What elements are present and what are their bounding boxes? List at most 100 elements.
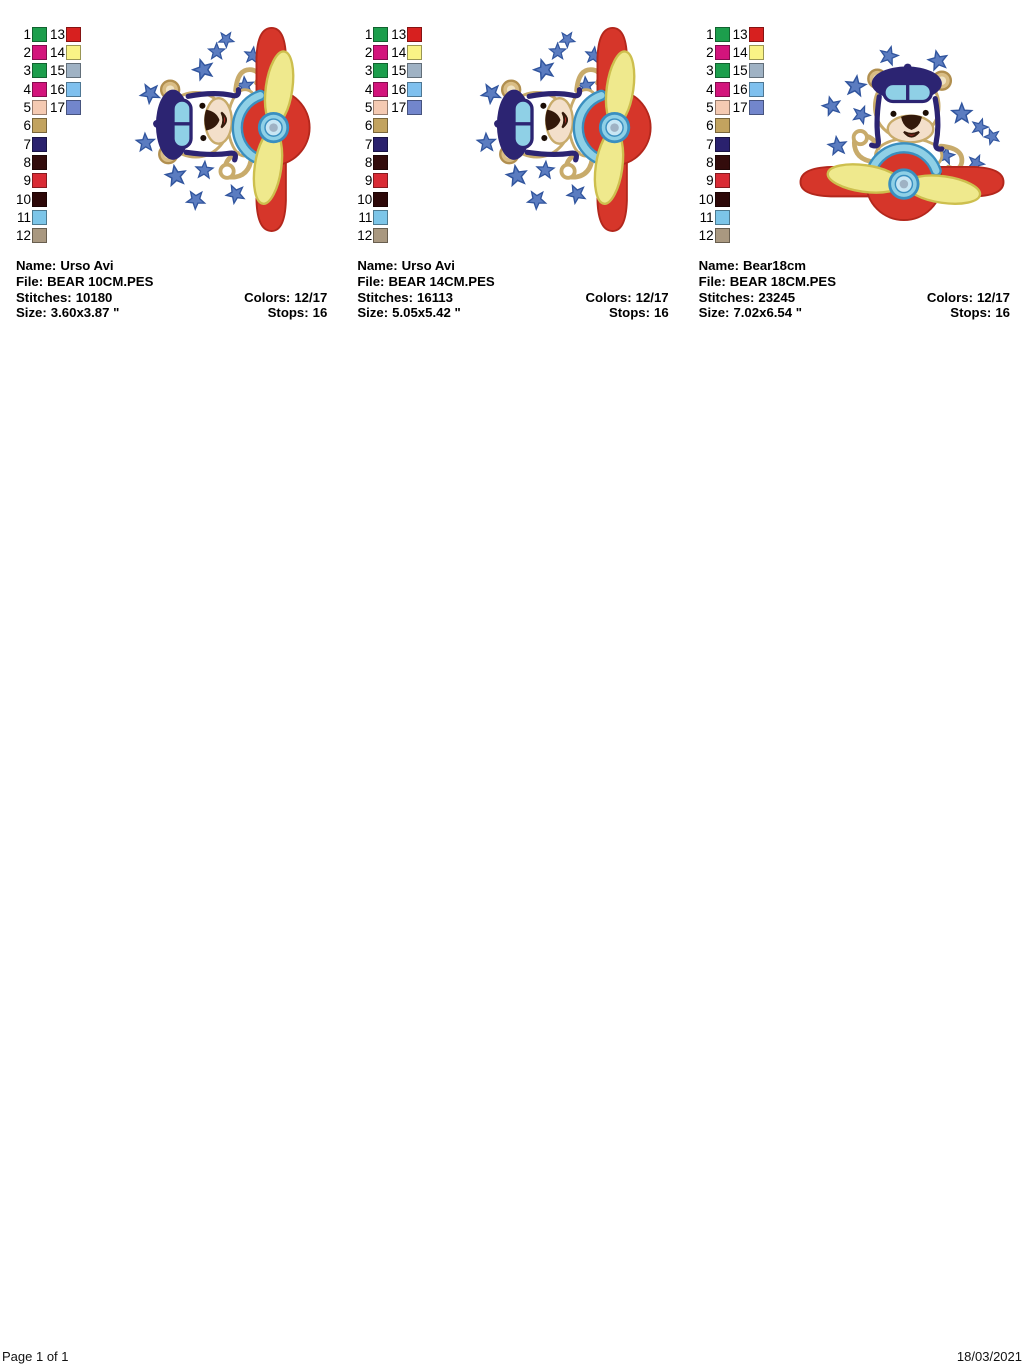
thread-number: 15 [732,63,748,79]
size-stops-line: Size: 7.02x6.54 " Stops: 16 [699,305,1010,321]
palette-entry: 11 [354,208,389,226]
palette-entry: 5 [696,98,730,116]
thread-color-swatch [373,26,389,42]
thread-color-swatch [373,81,389,97]
design-size: 5.05x5.42 " [392,305,461,321]
thread-color-swatch [714,118,730,134]
thread-number: 14 [49,45,65,61]
palette-entry: 8 [13,153,47,171]
thread-color-swatch [373,63,389,79]
thread-number: 13 [49,26,65,42]
palette-entry: 16 [388,80,423,98]
thread-number: 15 [49,63,65,79]
thread-number: 12 [698,228,714,244]
palette-entry: 3 [354,62,389,80]
colors-label: Colors: [926,289,973,305]
thread-color-swatch [32,26,47,42]
palette-entry: 4 [696,80,730,98]
thread-color-swatch [32,191,47,207]
thread-number: 1 [706,26,714,42]
thread-number: 13 [732,26,748,42]
thread-number: 10 [698,191,714,207]
palette-entry: 3 [13,62,47,80]
thread-number: 14 [391,45,407,61]
palette-entry: 7 [696,135,730,153]
size-label: Size: [698,305,730,321]
thread-color-swatch [66,45,81,61]
embroidery-design-rotated [449,22,671,237]
thread-number: 5 [23,100,31,116]
thread-color-swatch [32,81,47,97]
thread-color-swatch [32,228,47,244]
thread-color-swatch [373,136,389,152]
thread-number: 13 [391,26,407,42]
thread-number: 11 [358,210,373,226]
page-footer: Page 1 of 1 18/03/2021 [2,1349,1022,1364]
design-file: BEAR 10CM.PES [47,273,154,289]
thread-number: 17 [49,100,65,116]
design-info: Name: Bear18cm File: BEAR 18CM.PES Stitche… [699,258,1010,321]
palette-entry: 6 [13,117,47,135]
thread-color-swatch [407,81,423,97]
thread-number: 2 [23,45,31,61]
thread-number: 16 [49,81,65,97]
palette-entry: 9 [13,172,47,190]
design-size: 7.02x6.54 " [733,305,803,321]
thread-number: 10 [357,191,373,207]
design-file-line: File: BEAR 10CM.PES [16,274,327,290]
thread-number: 7 [706,136,714,152]
thread-number: 16 [732,81,748,97]
stitches-label: Stitches: [357,289,414,305]
thread-number: 17 [391,100,407,116]
palette-entry: 14 [730,43,764,61]
palette-entry: 17 [388,98,423,116]
thread-color-swatch [32,136,47,152]
thread-number: 8 [364,155,373,171]
stops-label: Stops: [608,305,650,321]
thread-number: 8 [23,155,31,171]
palette-entry: 3 [696,62,730,80]
palette-entry: 2 [13,43,47,61]
thread-color-swatch [32,100,47,116]
palette-entry: 9 [696,172,730,190]
file-label: File: [357,273,385,289]
color-palette: 1 2 3 4 5 6 7 8 9 10 11 12 13 14 15 16 17 [13,25,81,245]
thread-color-swatch [714,81,730,97]
thread-color-swatch [748,100,764,116]
thread-color-swatch [407,45,423,61]
stops-label: Stops: [950,305,992,321]
colors-count: 12/17 [635,289,669,305]
thread-number: 9 [364,173,373,189]
size-label: Size: [16,305,47,321]
design-file: BEAR 14CM.PES [388,273,495,289]
file-label: File: [16,273,44,289]
design-file-line: File: BEAR 18CM.PES [699,274,1010,290]
stitch-count: 16113 [417,289,453,305]
thread-color-swatch [66,26,81,42]
palette-entry: 8 [354,153,389,171]
thread-color-swatch [714,191,730,207]
thread-number: 2 [706,45,714,61]
palette-entry: 13 [730,25,764,43]
palette-entry: 14 [47,43,81,61]
design-name-line: Name: Bear18cm [699,258,1010,274]
design-name: Urso Avi [60,258,114,273]
thread-number: 2 [364,45,373,61]
thread-color-swatch [373,155,389,171]
design-name-line: Name: Urso Avi [16,258,327,274]
design-info: Name: Urso Avi File: BEAR 10CM.PES Stitche… [16,258,327,321]
thread-number: 7 [364,136,373,152]
thread-color-swatch [748,63,764,79]
page-number: Page 1 of 1 [2,1349,69,1364]
thread-number: 7 [23,136,31,152]
palette-entry: 5 [354,98,389,116]
palette-entry: 17 [47,98,81,116]
thread-color-swatch [32,173,47,189]
palette-entry: 6 [696,117,730,135]
thread-number: 4 [23,81,31,97]
design-file: BEAR 18CM.PES [729,273,837,289]
palette-entry: 2 [696,43,730,61]
palette-entry: 13 [47,25,81,43]
thread-color-swatch [373,228,389,244]
